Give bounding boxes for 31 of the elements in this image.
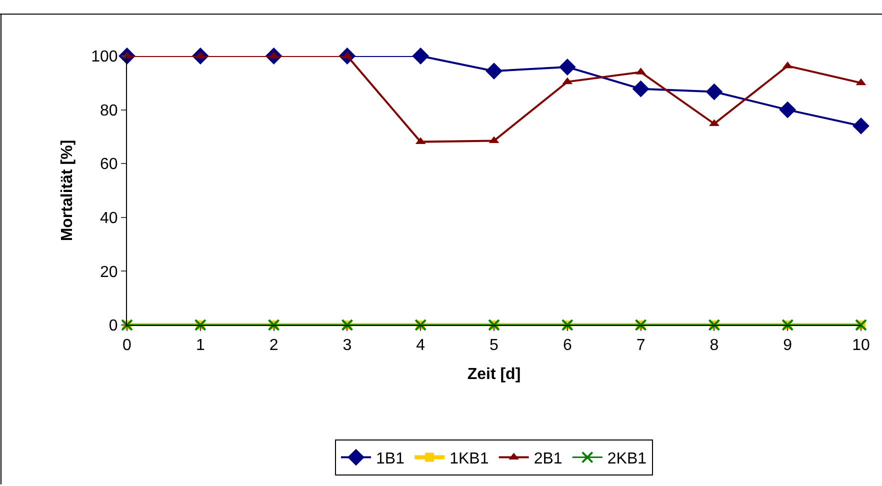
x-tick-label: 3 xyxy=(342,337,352,354)
legend-label: 1KB1 xyxy=(450,450,489,468)
x-tick-label: 10 xyxy=(852,337,870,354)
y-tick-label: 80 xyxy=(100,102,118,120)
y-tick-label: 100 xyxy=(91,48,118,66)
x-tick-label: 8 xyxy=(710,337,719,354)
x-tick-label: 1 xyxy=(196,337,205,354)
legend-label: 2KB1 xyxy=(607,450,647,468)
y-tick-label: 0 xyxy=(108,318,118,335)
x-tick-label: 6 xyxy=(562,337,572,354)
legend-label: 2B1 xyxy=(534,450,562,468)
x-tick-label: 7 xyxy=(636,337,646,354)
x-tick-label: 2 xyxy=(269,337,278,354)
point xyxy=(486,62,502,80)
point xyxy=(412,48,430,64)
legend-label: 1B1 xyxy=(376,450,405,468)
y-tick-label: 20 xyxy=(100,264,118,281)
point xyxy=(779,101,796,118)
y-axis-title: Mortalität [%] xyxy=(58,140,76,242)
x-axis-title: Zeit [d] xyxy=(467,366,521,383)
x-tick-label: 4 xyxy=(416,337,426,354)
x-tick-label: 0 xyxy=(122,337,132,354)
x-tick-label: 9 xyxy=(783,337,792,354)
point xyxy=(709,119,720,126)
point xyxy=(852,117,870,134)
point xyxy=(632,80,650,98)
point xyxy=(558,58,576,76)
point xyxy=(706,83,723,100)
x-tick-label: 5 xyxy=(490,337,499,354)
y-tick-label: 40 xyxy=(100,210,118,227)
y-tick-label: 60 xyxy=(100,156,118,174)
